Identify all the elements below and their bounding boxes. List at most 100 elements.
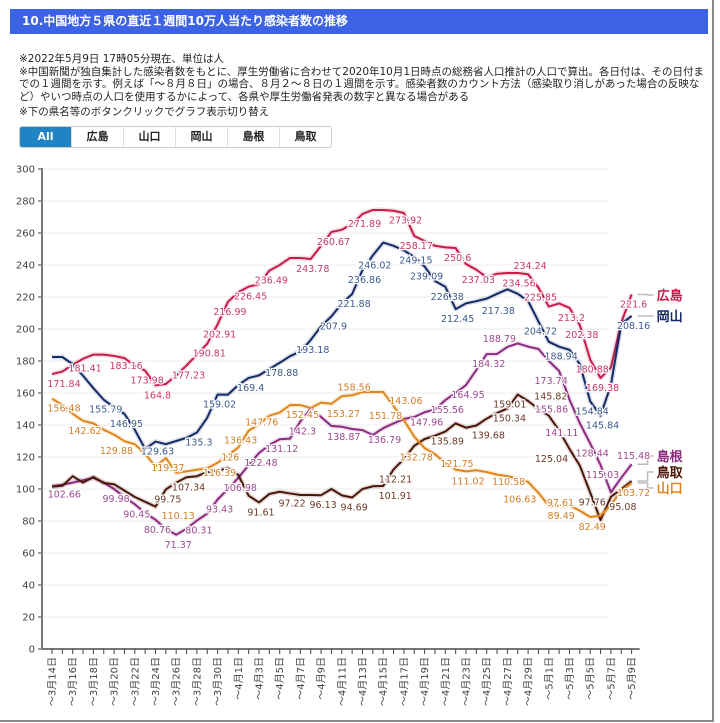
- data-label: 180.88: [576, 365, 609, 376]
- data-label: 94.69: [341, 502, 368, 513]
- data-label: 164.8: [144, 390, 171, 401]
- data-label: 173.98: [131, 376, 164, 387]
- filter-button-tottori[interactable]: 鳥取: [279, 126, 331, 147]
- data-label: 158.56: [338, 382, 371, 393]
- x-tick-label: ～4月5日: [274, 657, 286, 700]
- filter-button-yamaguchi[interactable]: 山口: [123, 126, 175, 147]
- data-label: 129.88: [100, 446, 133, 457]
- data-label: 89.49: [548, 511, 575, 522]
- legend-label-鳥取: 鳥取: [657, 465, 684, 481]
- data-label: 169.4: [237, 383, 264, 394]
- note-method: ※中国新聞が独自集計した感染者数をもとに、厚生労働省に合わせて2020年10月1…: [19, 65, 705, 103]
- x-tick-label: ～3月30日: [212, 657, 224, 706]
- data-label: 119.37: [151, 463, 184, 474]
- data-label: 193.18: [296, 345, 329, 356]
- y-tick-label: 20: [22, 613, 35, 624]
- data-label: 271.89: [348, 219, 381, 230]
- data-label: 116.39: [203, 468, 236, 479]
- data-label: 202.91: [203, 329, 236, 340]
- data-label: 142.3: [289, 426, 316, 437]
- y-tick-label: 300: [16, 165, 35, 176]
- x-tick-label: ～3月16日: [67, 657, 79, 706]
- x-tick-label: ～3月14日: [47, 657, 59, 706]
- data-label: 202.38: [565, 330, 598, 341]
- data-label: 250.6: [444, 253, 471, 264]
- data-label: 128.44: [576, 448, 609, 459]
- data-label: 183.16: [109, 361, 142, 372]
- y-tick-label: 180: [16, 357, 35, 368]
- data-label: 204.72: [524, 326, 557, 337]
- data-label: 131.12: [265, 444, 298, 455]
- section-title: 10.中国地方５県の直近１週間10万人当たり感染者数の推移: [22, 14, 348, 28]
- legend-label-島根: 島根: [657, 449, 684, 465]
- data-label: 188.79: [483, 334, 516, 345]
- data-label: 225.85: [524, 293, 557, 304]
- x-tick-label: ～4月29日: [523, 657, 535, 706]
- data-label: 121.75: [440, 459, 473, 470]
- y-tick-label: 280: [16, 197, 35, 208]
- data-label: 103.72: [617, 488, 650, 499]
- data-label: 217.38: [482, 306, 515, 317]
- data-label: 125.04: [535, 454, 568, 465]
- legend-connector: [637, 455, 654, 465]
- data-label: 136.79: [368, 435, 401, 446]
- y-tick-label: 120: [16, 453, 35, 464]
- x-tick-label: ～4月11日: [336, 657, 348, 706]
- legend-connector: [637, 471, 654, 482]
- data-label: 80.76: [144, 525, 171, 536]
- data-label: 151.78: [369, 411, 402, 422]
- data-label: 260.67: [317, 237, 350, 248]
- data-label: 129.63: [141, 447, 174, 458]
- data-label: 106.63: [503, 494, 536, 505]
- y-tick-label: 240: [16, 261, 35, 272]
- data-label: 249.15: [399, 255, 432, 266]
- x-tick-label: ～4月19日: [419, 657, 431, 706]
- data-label: 177.23: [172, 370, 205, 381]
- data-label: 216.99: [213, 307, 246, 318]
- data-label: 135.89: [431, 437, 464, 448]
- data-label: 102.66: [48, 490, 81, 501]
- data-label: 145.82: [534, 392, 567, 403]
- data-label: 236.86: [348, 275, 381, 286]
- x-tick-label: ～4月17日: [398, 657, 410, 706]
- data-label: 96.13: [309, 500, 336, 511]
- data-label: 236.49: [255, 276, 288, 287]
- x-tick-label: ～5月7日: [605, 657, 617, 700]
- filter-button-okayama[interactable]: 岡山: [175, 126, 227, 147]
- data-label: 213.2: [558, 313, 585, 324]
- y-tick-label: 80: [22, 517, 35, 528]
- data-label: 143.06: [389, 396, 422, 407]
- filter-button-shimane[interactable]: 島根: [227, 126, 279, 147]
- y-tick-label: 140: [16, 421, 35, 432]
- data-label: 139.68: [472, 431, 505, 442]
- note-buttons: ※下の県名等のボタンクリックでグラフ表示切り替え: [19, 106, 270, 118]
- data-label: 181.41: [68, 364, 101, 375]
- filter-button-hiroshima[interactable]: 広島: [71, 126, 123, 147]
- y-tick-label: 100: [16, 485, 35, 496]
- data-label: 132.78: [400, 453, 433, 464]
- data-label: 159.01: [493, 400, 526, 411]
- data-label: 91.61: [247, 507, 274, 518]
- data-label: 147.76: [245, 418, 278, 429]
- data-label: 126: [221, 452, 239, 463]
- x-tick-label: ～4月15日: [378, 657, 390, 706]
- data-label: 208.16: [617, 321, 650, 332]
- data-label: 221.6: [620, 299, 647, 310]
- y-tick-label: 60: [22, 549, 35, 560]
- data-label: 115.48: [617, 451, 650, 462]
- y-tick-label: 160: [16, 389, 35, 400]
- series-line-広島: [51, 208, 633, 387]
- filter-button-all[interactable]: All: [20, 126, 71, 147]
- data-label: 188.94: [545, 352, 578, 363]
- data-label: 99.98: [102, 494, 129, 505]
- data-label: 138.87: [327, 432, 360, 443]
- prefecture-filter-group: All 広島 山口 岡山 島根 鳥取: [19, 125, 332, 148]
- x-tick-label: ～4月27日: [502, 657, 514, 706]
- data-label: 101.91: [379, 491, 412, 502]
- data-label: 71.37: [165, 540, 192, 551]
- x-tick-label: ～5月9日: [626, 657, 638, 700]
- data-label: 243.78: [296, 264, 329, 275]
- data-label: 159.02: [203, 400, 236, 411]
- data-label: 142.62: [68, 426, 101, 437]
- data-label: 258.17: [400, 241, 433, 252]
